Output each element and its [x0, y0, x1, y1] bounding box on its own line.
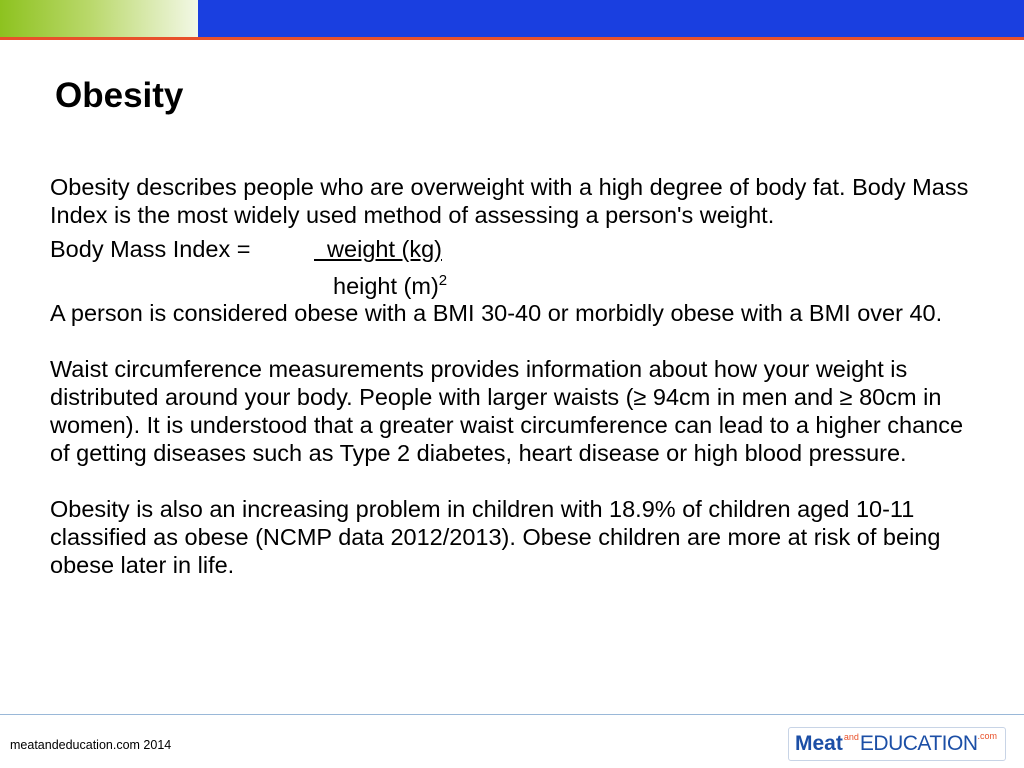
logo-com-text: .com: [977, 731, 998, 741]
bmi-denominator-text: height (m): [333, 273, 439, 299]
bmi-formula: Body Mass Index = weight (kg): [50, 235, 970, 265]
slide-title: Obesity: [55, 76, 184, 115]
waist-paragraph: Waist circumference measurements provide…: [50, 356, 964, 466]
logo-education-text: EDUCATION: [859, 732, 978, 755]
header-blue-block: [198, 0, 1024, 37]
bmi-denominator: height (m)2: [333, 267, 447, 300]
meat-and-education-logo: Meat and EDUCATION .com: [788, 727, 1006, 761]
intro-paragraph: Obesity describes people who are overwei…: [50, 174, 969, 228]
footer-divider: [0, 714, 1024, 715]
bmi-exponent: 2: [438, 272, 448, 289]
children-paragraph: Obesity is also an increasing problem in…: [50, 496, 941, 578]
bmi-classification-paragraph: A person is considered obese with a BMI …: [50, 300, 943, 326]
bmi-numerator: weight (kg): [314, 236, 442, 262]
slide-body: Obesity describes people who are overwei…: [50, 173, 970, 579]
header-green-block: [0, 0, 198, 37]
footer-copyright: meatandeducation.com 2014: [10, 738, 172, 752]
header-bar: [0, 0, 1024, 40]
header-accent-line: [0, 37, 1024, 40]
logo-meat-text: Meat: [795, 732, 843, 755]
bmi-label: Body Mass Index =: [50, 236, 251, 262]
bmi-denominator-line: height (m)2: [50, 265, 970, 299]
logo-and-text: and: [843, 732, 859, 742]
